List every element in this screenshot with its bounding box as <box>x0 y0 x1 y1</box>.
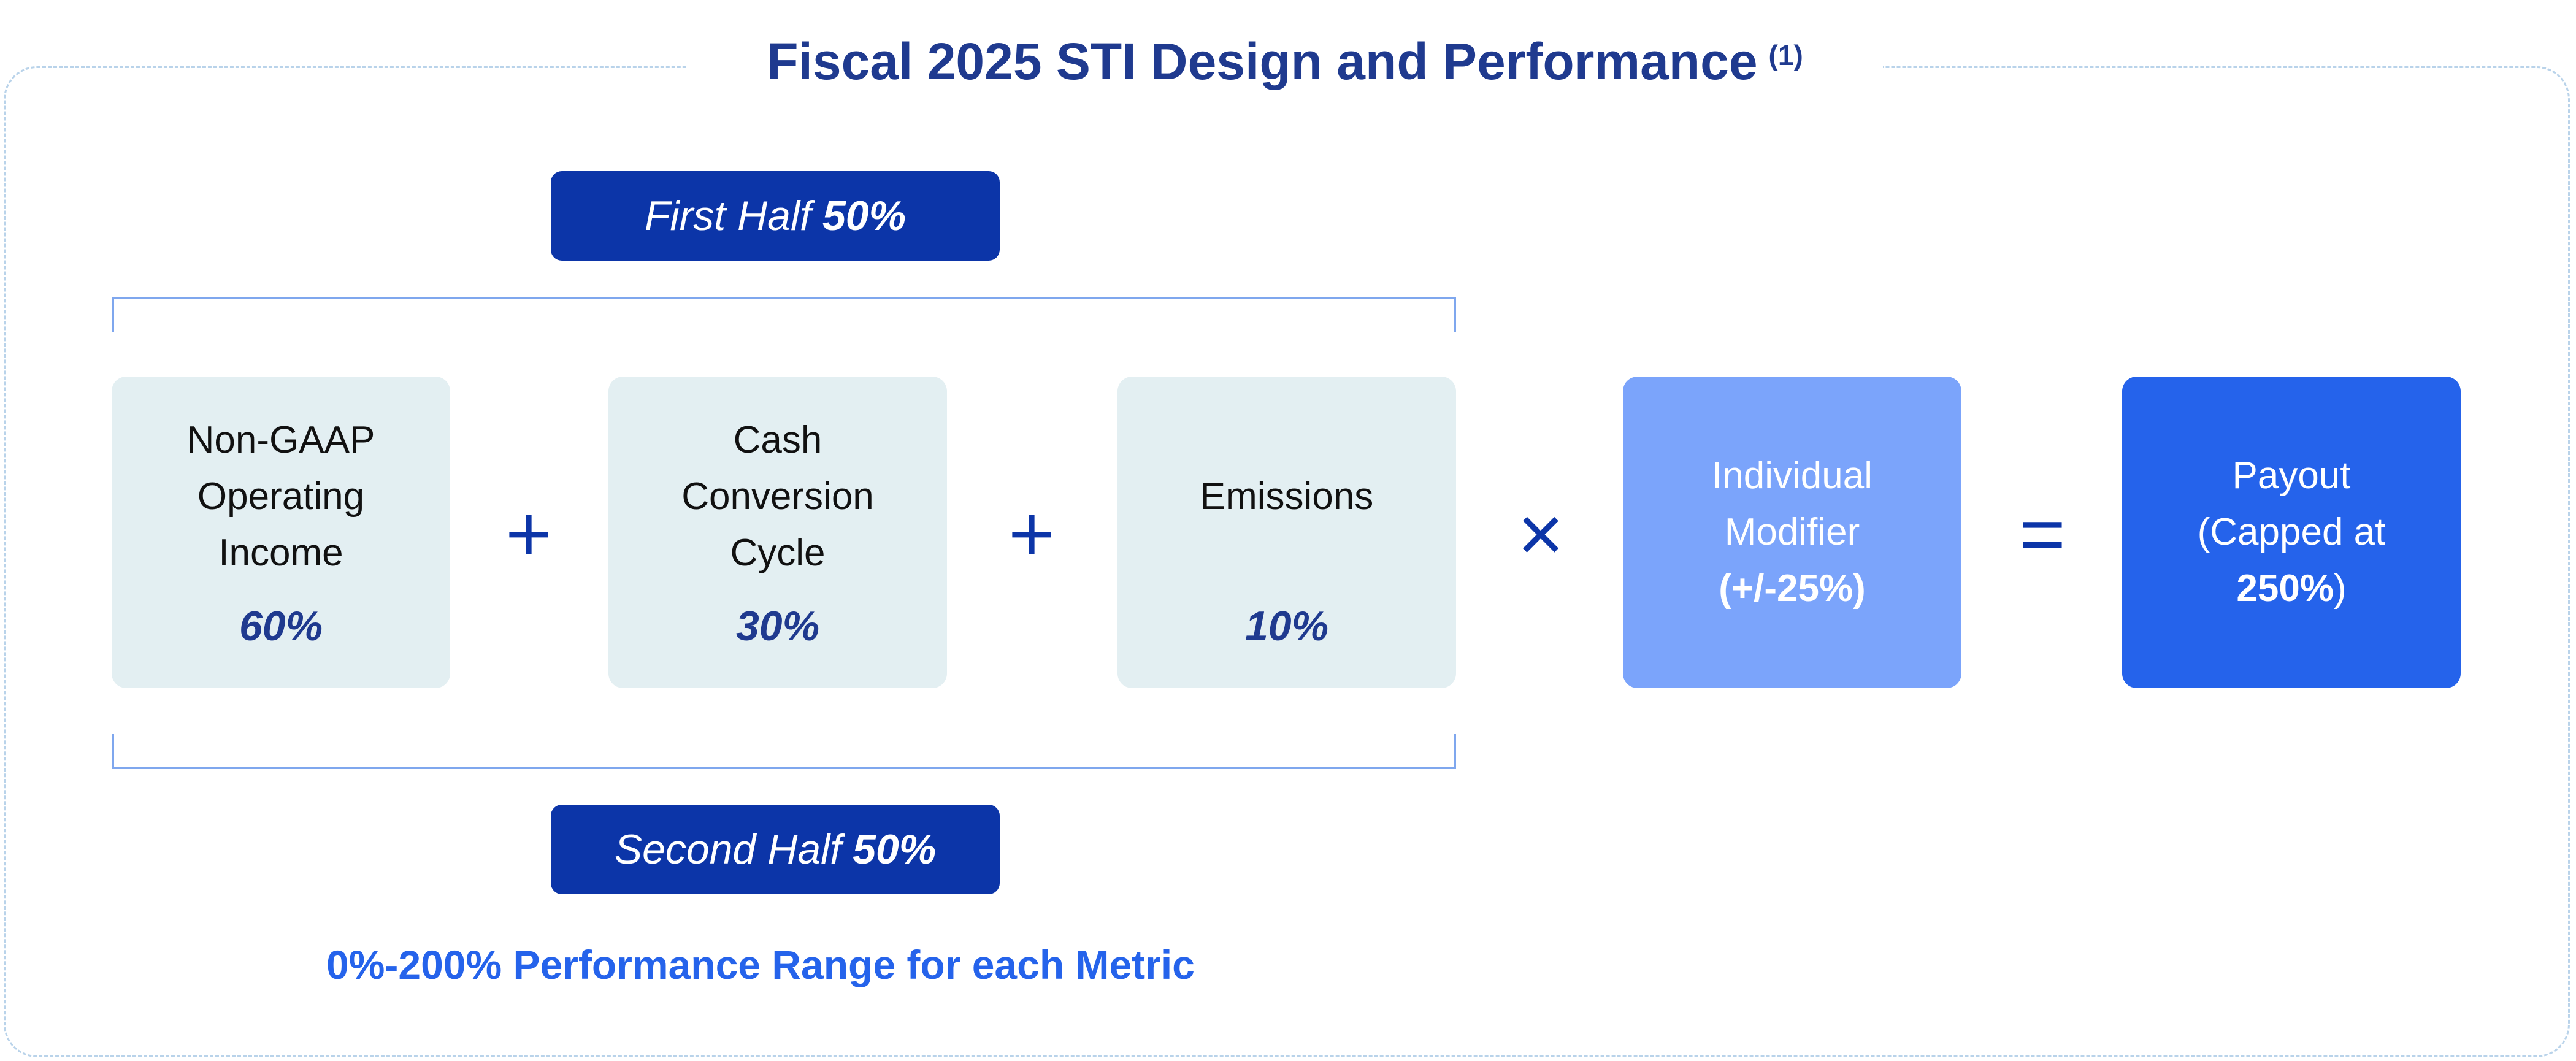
first-half-pct: 50% <box>822 193 907 239</box>
modifier-line-2: Modifier <box>1724 511 1860 553</box>
equals-operator: = <box>2019 489 2066 578</box>
metric-box-emissions: Emissions 10% <box>1117 377 1456 688</box>
modifier-range: (+/-25%) <box>1719 567 1866 610</box>
first-half-label: First Half 50% <box>551 171 1000 261</box>
metric-name: Emissions <box>1200 475 1374 518</box>
times-operator: × <box>1517 489 1564 578</box>
second-half-pct: 50% <box>853 826 937 873</box>
second-half-bracket <box>112 734 1456 769</box>
metric-name: Non-GAAP Operating Income <box>186 419 375 574</box>
payout-cap-close: ) <box>2333 567 2347 610</box>
payout-line-1: Payout <box>2232 454 2351 497</box>
metric-box-operating-income: Non-GAAP Operating Income 60% <box>112 377 450 688</box>
payout-box: Payout (Capped at 250%) <box>2122 377 2461 688</box>
title-text: Fiscal 2025 STI Design and Performance <box>767 32 1758 90</box>
payout-line-2: (Capped at <box>2197 511 2386 553</box>
metric-weight: 60% <box>239 603 323 649</box>
payout-line-3: 250%) <box>2236 561 2346 617</box>
individual-modifier-box: Individual Modifier (+/-25%) <box>1623 377 1961 688</box>
metric-box-cash-conversion-cycle: Cash Conversion Cycle 30% <box>608 377 947 688</box>
title-footnote: (1) <box>1768 39 1803 71</box>
plus-operator-2: + <box>1008 489 1055 578</box>
metric-weight: 10% <box>1244 603 1329 649</box>
first-half-bracket <box>112 297 1456 332</box>
first-half-text: First Half <box>644 193 811 239</box>
second-half-label: Second Half 50% <box>551 805 1000 894</box>
second-half-text: Second Half <box>614 826 842 873</box>
plus-operator-1: + <box>505 489 552 578</box>
diagram-title: Fiscal 2025 STI Design and Performance (1… <box>687 0 1883 123</box>
metric-weight: 30% <box>735 603 820 649</box>
modifier-line-1: Individual <box>1712 454 1873 497</box>
payout-cap-value: 250% <box>2236 567 2334 610</box>
performance-range-note: 0%-200% Performance Range for each Metri… <box>326 942 1195 987</box>
metric-name: Cash Conversion Cycle <box>681 419 874 574</box>
